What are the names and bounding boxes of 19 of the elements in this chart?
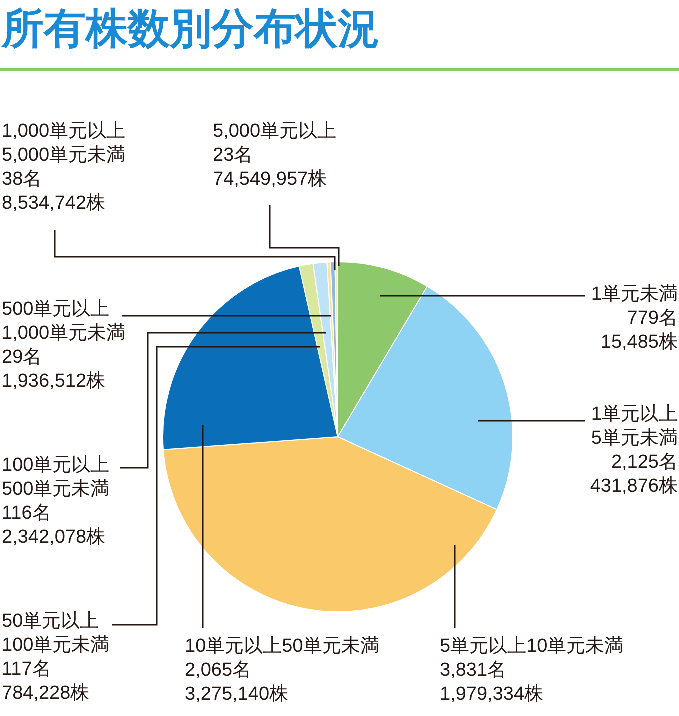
slice-label: 50単元以上 100単元未満	[2, 611, 110, 656]
slice-label: 1,000単元以上 5,000単元未満	[2, 121, 126, 166]
slice-label: 1単元以上 5単元未満	[591, 404, 678, 449]
data-label: 116名 2,342,078株	[2, 503, 106, 548]
data-label: 2,125名 431,876株	[590, 452, 678, 497]
slice-label: 5,000単元以上	[213, 121, 337, 142]
slice-label: 1単元未満	[591, 284, 678, 305]
data-label: 29名 1,936,512株	[2, 347, 106, 392]
chart-title: 所有株数別分布状況	[1, 5, 380, 52]
slice-label: 10単元以上50単元未満	[185, 636, 380, 657]
data-label: 3,831名 1,979,334株	[440, 660, 544, 705]
data-label: 779名 15,485株	[600, 308, 678, 353]
slice-label: 100単元以上 500単元未満	[2, 455, 110, 500]
data-label: 117名 784,228株	[2, 659, 90, 704]
slice-label: 500単元以上 1,000単元未満	[2, 299, 126, 344]
data-label: 2,065名 3,275,140株	[185, 660, 289, 705]
data-label: 23名 74,549,957株	[213, 145, 328, 190]
slice-label: 5単元以上10単元未満	[440, 636, 624, 657]
data-label: 38名 8,534,742株	[2, 169, 106, 214]
